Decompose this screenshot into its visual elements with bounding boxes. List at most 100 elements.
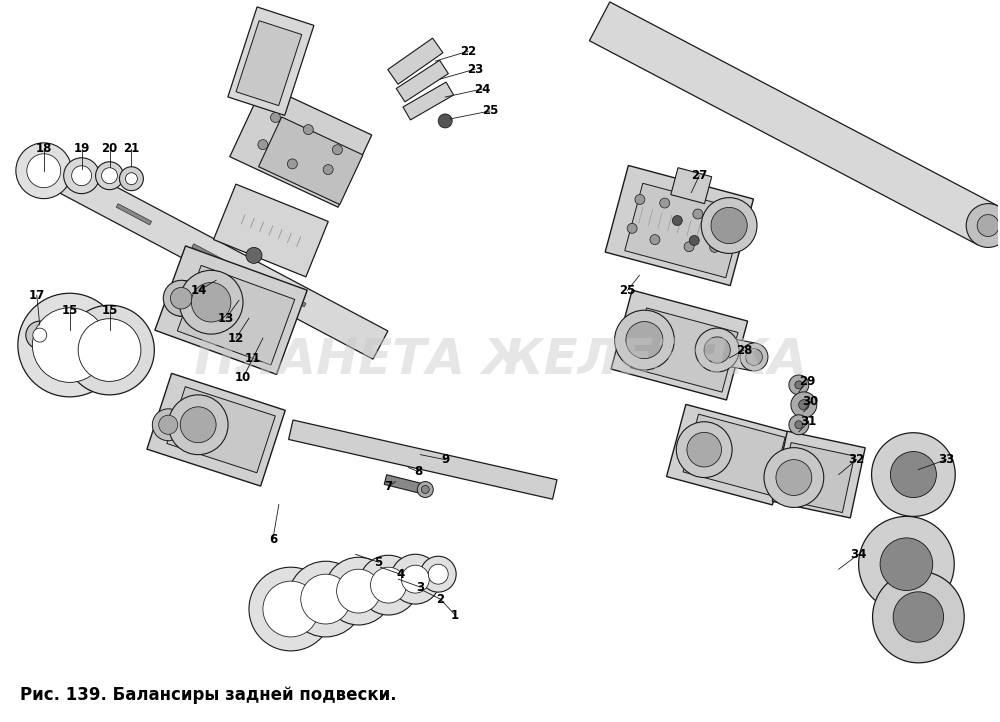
Polygon shape (155, 246, 307, 375)
Circle shape (795, 381, 803, 389)
Circle shape (689, 235, 699, 245)
Polygon shape (589, 2, 998, 245)
Circle shape (32, 308, 107, 383)
Text: 11: 11 (245, 352, 261, 365)
Text: 10: 10 (235, 371, 251, 384)
Circle shape (96, 162, 123, 190)
Polygon shape (611, 290, 748, 400)
Circle shape (789, 415, 809, 435)
Text: 14: 14 (191, 284, 207, 297)
Circle shape (249, 567, 333, 651)
Circle shape (859, 516, 954, 612)
Polygon shape (116, 204, 152, 225)
Text: 21: 21 (123, 142, 140, 155)
Circle shape (26, 321, 54, 349)
Circle shape (880, 538, 933, 591)
Circle shape (791, 392, 817, 418)
Polygon shape (388, 38, 443, 84)
Circle shape (438, 114, 452, 128)
Polygon shape (167, 387, 275, 473)
Polygon shape (772, 431, 865, 518)
Text: 24: 24 (474, 82, 490, 95)
Text: 25: 25 (619, 284, 636, 297)
Circle shape (789, 375, 809, 395)
Circle shape (325, 557, 392, 625)
Circle shape (711, 207, 747, 243)
Circle shape (359, 555, 418, 615)
Circle shape (170, 287, 192, 309)
Text: 17: 17 (29, 289, 45, 302)
Text: 7: 7 (384, 480, 392, 493)
Text: 4: 4 (396, 567, 405, 580)
Polygon shape (396, 61, 448, 102)
Circle shape (716, 219, 726, 230)
Text: 34: 34 (850, 548, 867, 561)
Text: 8: 8 (414, 465, 422, 478)
Circle shape (65, 305, 154, 395)
Polygon shape (271, 286, 306, 307)
Circle shape (125, 173, 137, 185)
Text: 6: 6 (269, 533, 277, 546)
Circle shape (16, 143, 72, 199)
Circle shape (420, 556, 456, 592)
Circle shape (627, 223, 637, 233)
Circle shape (635, 194, 645, 204)
Circle shape (263, 581, 319, 637)
Polygon shape (715, 336, 757, 370)
Polygon shape (259, 117, 363, 204)
Circle shape (33, 328, 47, 342)
Circle shape (390, 554, 440, 604)
Circle shape (287, 159, 297, 169)
Circle shape (64, 158, 100, 193)
Circle shape (102, 168, 117, 183)
Text: 19: 19 (73, 142, 90, 155)
Text: 13: 13 (218, 312, 234, 325)
Circle shape (872, 432, 955, 516)
Text: 15: 15 (101, 304, 118, 317)
Circle shape (650, 235, 660, 245)
Circle shape (615, 310, 674, 370)
Polygon shape (230, 84, 372, 207)
Circle shape (258, 139, 268, 149)
Text: 25: 25 (482, 105, 498, 118)
Circle shape (687, 432, 722, 467)
Circle shape (191, 282, 231, 322)
Text: 2: 2 (436, 593, 444, 606)
Circle shape (417, 482, 433, 497)
Text: 30: 30 (803, 396, 819, 409)
Polygon shape (179, 280, 213, 320)
Text: 27: 27 (691, 169, 707, 182)
Circle shape (795, 421, 803, 429)
Polygon shape (683, 414, 785, 495)
Polygon shape (214, 184, 328, 277)
Circle shape (764, 448, 824, 508)
Circle shape (693, 209, 703, 219)
Circle shape (672, 216, 682, 225)
Text: 31: 31 (801, 415, 817, 428)
Text: Рис. 139. Балансиры задней подвески.: Рис. 139. Балансиры задней подвески. (20, 686, 396, 704)
Circle shape (288, 561, 364, 637)
Polygon shape (177, 266, 295, 365)
Text: 20: 20 (101, 142, 118, 155)
Circle shape (119, 167, 143, 191)
Circle shape (401, 565, 429, 593)
Text: 23: 23 (467, 63, 483, 76)
Text: 18: 18 (36, 142, 52, 155)
Text: 5: 5 (374, 556, 383, 569)
Circle shape (78, 318, 141, 381)
Circle shape (428, 564, 448, 584)
Polygon shape (289, 420, 557, 499)
Circle shape (873, 571, 964, 663)
Circle shape (337, 569, 380, 613)
Text: 1: 1 (451, 609, 459, 622)
Circle shape (27, 154, 61, 188)
Polygon shape (631, 308, 738, 392)
Polygon shape (192, 244, 227, 265)
Polygon shape (671, 168, 712, 204)
Circle shape (179, 270, 243, 334)
Circle shape (271, 113, 280, 123)
Circle shape (701, 198, 757, 253)
Polygon shape (236, 21, 302, 105)
Circle shape (746, 349, 762, 365)
Circle shape (776, 460, 812, 495)
